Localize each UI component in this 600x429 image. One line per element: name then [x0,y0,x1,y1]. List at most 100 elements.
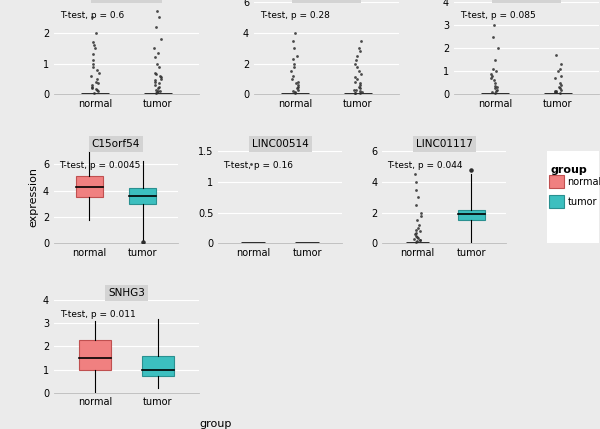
Point [87,82,97,88]
Point [355,88,365,94]
Point [412,229,421,236]
Point [355,85,365,91]
Point [355,48,364,54]
Point [412,238,422,245]
Point [354,68,364,75]
Point [152,8,161,15]
Point [487,70,496,77]
Bar [130,188,157,204]
Point [410,231,420,238]
Point [157,76,166,82]
Point [292,85,302,91]
Point [152,60,162,67]
Point [94,88,103,94]
Point [491,68,500,75]
Point [293,79,303,85]
Point [352,57,361,64]
Point [554,84,563,91]
Bar [550,196,564,208]
Point [293,52,302,59]
Text: tumor: tumor [568,197,597,207]
Point [411,239,421,245]
Point [488,33,498,40]
Point [413,194,422,201]
Title: C15orf54: C15orf54 [92,139,140,149]
Point [155,73,165,79]
Text: normal: normal [568,177,600,187]
Text: T-test, p = 0.085: T-test, p = 0.085 [460,11,535,20]
Point [349,86,359,93]
Point [350,60,359,67]
Point [290,89,300,96]
Point [350,89,359,96]
Point [88,83,97,90]
Point [490,22,499,29]
Point [293,83,303,90]
Point [88,14,97,21]
Point [288,88,298,94]
Point [293,86,303,93]
Bar [550,175,564,188]
Point [91,79,101,85]
Point [91,85,100,92]
Point [556,66,565,73]
Point [154,83,163,90]
Point [151,86,160,93]
Point [488,66,498,73]
Point [92,66,102,73]
Point [550,88,559,95]
Point [551,75,560,82]
Point [487,88,497,95]
Y-axis label: expression: expression [29,167,39,227]
Point [151,79,160,85]
Point [352,76,362,82]
Text: T-test, p = 0.6: T-test, p = 0.6 [60,11,124,20]
Title: SNHG3: SNHG3 [108,288,145,298]
Point [357,88,367,95]
Point [355,80,365,87]
Point [151,23,161,30]
Point [155,87,165,94]
Point [490,83,500,90]
Text: T-test, p = 0.28: T-test, p = 0.28 [260,11,329,20]
Point [291,80,301,87]
Point [490,79,500,86]
Point [410,236,419,242]
Point [287,68,296,75]
Point [416,212,425,219]
Point [556,79,565,86]
Point [490,77,499,84]
Point [91,30,101,36]
Point [88,85,97,91]
Point [150,54,160,61]
Point [551,88,561,95]
Point [89,39,98,45]
Point [92,86,101,93]
Bar [458,210,485,221]
Point [410,171,419,178]
Point [487,73,497,79]
Point [94,69,103,76]
Point [89,89,99,96]
Point [556,82,565,88]
Point [289,37,298,44]
Point [352,52,361,59]
Point [355,83,364,90]
Point [153,85,163,91]
Point [355,82,364,88]
Text: group: group [551,165,587,175]
Text: T-test, p = 0.011: T-test, p = 0.011 [60,310,136,319]
Point [153,88,163,94]
Bar [142,356,173,376]
Point [555,90,565,97]
Point [150,77,160,84]
Point [350,74,360,81]
Point [293,82,302,88]
Point [416,209,425,216]
Point [556,85,565,92]
Point [556,73,566,79]
Point [411,232,421,239]
Point [492,84,502,91]
Point [89,51,98,58]
Point [412,186,421,193]
